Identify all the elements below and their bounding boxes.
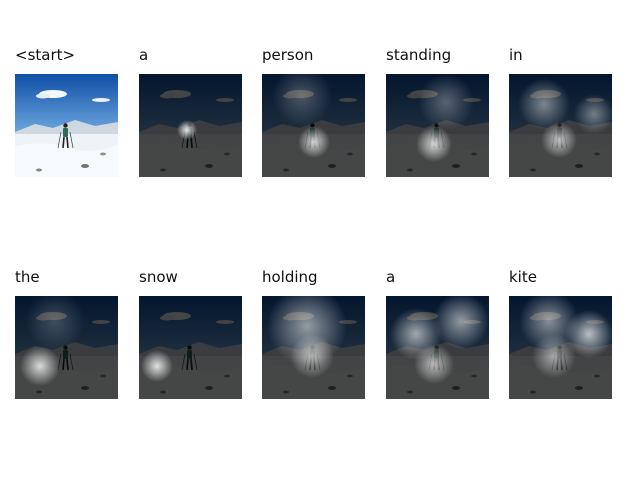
attention-map [15, 296, 118, 399]
attention-map [509, 296, 612, 399]
attention-overlay-scene [509, 296, 612, 399]
word-label: kite [509, 268, 537, 286]
snow-scene-photo [15, 74, 118, 177]
attention-glow [418, 74, 474, 130]
attention-map [386, 296, 489, 399]
attention-glow [177, 120, 197, 140]
attention-glow [518, 78, 570, 130]
attention-glow [416, 126, 452, 162]
attention-glow [433, 296, 489, 349]
word-label: standing [386, 46, 452, 64]
word-label: in [509, 46, 523, 64]
word-label: the [15, 268, 40, 286]
attention-map [139, 296, 242, 399]
attention-overlay-scene [509, 74, 612, 177]
attention-overlay-scene [262, 74, 365, 177]
attention-overlay-scene [386, 296, 489, 399]
attention-overlay-scene [15, 296, 118, 399]
word-label: snow [139, 268, 178, 286]
original-image [15, 74, 118, 177]
attention-overlay-scene [386, 74, 489, 177]
word-label: a [386, 268, 396, 286]
attention-map [509, 74, 612, 177]
attention-map [262, 296, 365, 399]
attention-overlay-scene [139, 296, 242, 399]
attention-glow [20, 346, 60, 386]
attention-glow [519, 296, 579, 351]
attention-glow [574, 94, 612, 134]
word-label: a [139, 46, 149, 64]
attention-glow [267, 296, 347, 366]
attention-overlay-scene [139, 74, 242, 177]
word-label: person [262, 46, 314, 64]
attention-glow [390, 308, 442, 360]
attention-glow [298, 126, 330, 158]
attention-glow [25, 296, 85, 351]
word-label: holding [262, 268, 318, 286]
dim-overlay [139, 296, 242, 399]
attention-glow [141, 350, 173, 382]
attention-map [262, 74, 365, 177]
attention-map [386, 74, 489, 177]
attention-glow [541, 122, 577, 158]
attention-glow [272, 74, 332, 126]
attention-map [139, 74, 242, 177]
attention-overlay-scene [262, 296, 365, 399]
word-label: <start> [15, 46, 76, 64]
